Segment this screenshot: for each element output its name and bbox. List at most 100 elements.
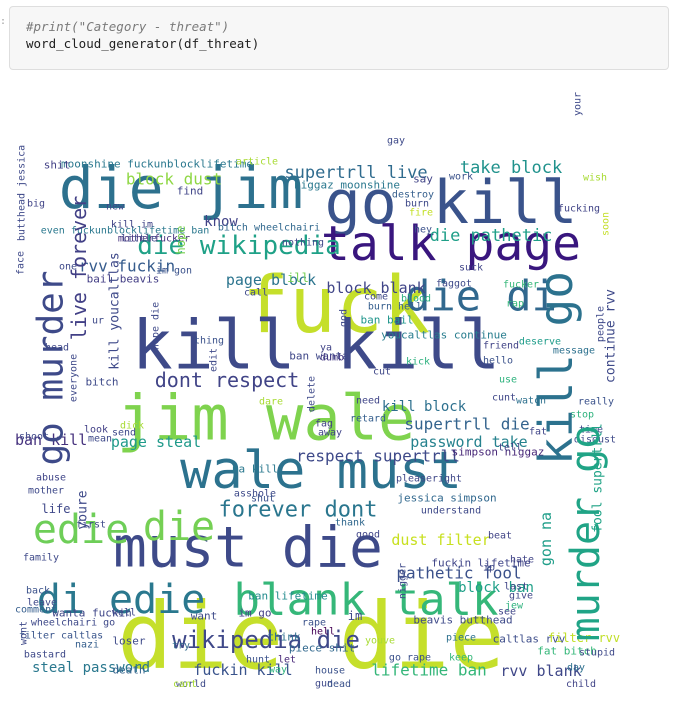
wordcloud-word: mother (28, 486, 64, 497)
wordcloud-word: comment (15, 605, 57, 616)
wordcloud-word: ban bail (361, 314, 414, 327)
wordcloud-word: soon (601, 212, 612, 236)
wordcloud-word: look (84, 425, 108, 436)
wordcloud-word: deserve (519, 337, 561, 348)
wordcloud-word: simpson niggaz (452, 446, 545, 459)
wordcloud-word: piece (446, 633, 476, 644)
wordcloud-word: want (191, 610, 218, 623)
wordcloud-word: your (573, 92, 584, 116)
wordcloud-word: asshole (234, 489, 276, 500)
wordcloud-word: faggot (436, 279, 472, 290)
wordcloud-word: im gon (156, 266, 192, 277)
wordcloud-word: forever dont (219, 498, 378, 523)
wordcloud-word: know (204, 214, 238, 230)
wordcloud-word: thank (335, 518, 365, 529)
wordcloud-word: jew (505, 601, 524, 612)
wordcloud-word: edie (33, 507, 129, 553)
wordcloud-word: child (566, 679, 596, 690)
wordcloud-word: youve (365, 636, 395, 647)
wordcloud-word: cunt (492, 393, 516, 404)
wordcloud-word: filter caltlas (19, 631, 103, 642)
wordcloud-word: way (269, 665, 287, 676)
wordcloud-word: time (579, 425, 603, 436)
code-call-line[interactable]: word_cloud_generator(df_threat) (26, 36, 260, 51)
wordcloud-word: bitch (85, 376, 118, 389)
cell-prompt: : (0, 6, 8, 70)
wordcloud-word: retard (350, 414, 386, 425)
wordcloud-word: hell (311, 627, 335, 638)
wordcloud-word: burn (405, 199, 429, 210)
wordcloud-word: hope (174, 226, 188, 255)
wordcloud-word: hate (510, 555, 534, 566)
wordcloud-word: fag (315, 419, 333, 430)
wordcloud-word: jim wale (117, 382, 416, 455)
wordcloud-word: watch (516, 396, 546, 407)
wordcloud-word: keep (449, 653, 473, 664)
wordcloud-word: fucking (558, 204, 600, 215)
wordcloud-word: shoot (19, 432, 49, 443)
wordcloud-word: mean (88, 434, 112, 445)
wordcloud-word: kick (406, 357, 430, 368)
wordcloud-word: give (509, 591, 533, 602)
wordcloud-word: piece shit (289, 642, 355, 655)
wordcloud-word: one (59, 262, 77, 273)
wordcloud-word: life (42, 502, 71, 516)
wordcloud-word: call (244, 288, 268, 299)
wordcloud-word: dick (120, 421, 144, 432)
wordcloud-word: murder go (563, 425, 609, 642)
wordcloud-word: day (567, 663, 585, 674)
wordcloud-word: burn hell (368, 302, 422, 313)
wordcloud-word: hope die (151, 302, 162, 350)
wordcloud-word: gay (387, 136, 405, 147)
wordcloud-word: stop (570, 410, 594, 421)
wordcloud-word: lifetime ban (371, 661, 487, 680)
wordcloud-word: go kill (325, 168, 578, 238)
wordcloud-word: back (26, 586, 50, 597)
wordcloud-word: bail beavis (87, 273, 160, 286)
wordcloud-word: big (27, 199, 45, 210)
wordcloud-word: must die (113, 516, 383, 581)
code-comment-line[interactable]: #print("Category - threat") (26, 19, 230, 34)
wordcloud-word: shut (251, 494, 275, 505)
wordcloud-word: face (16, 251, 27, 275)
wordcloud-word: butthead jessica (17, 145, 28, 241)
wordcloud-word: live forever (67, 196, 91, 341)
wordcloud-word: block dust (126, 170, 222, 189)
wordcloud-word: friend (483, 341, 519, 352)
wordcloud-word: say (413, 173, 433, 186)
wordcloud-word: kill kill (132, 307, 500, 386)
wordcloud-word: disgust (574, 435, 616, 446)
wordcloud-word: respect supertrll (296, 447, 460, 466)
wordcloud-word: niggaz moonshine (294, 179, 400, 192)
code-cell-input[interactable]: #print("Category - threat") word_cloud_g… (9, 6, 669, 70)
wordcloud-word: use (499, 375, 517, 386)
wordcloud-word: fat (529, 427, 547, 438)
wordcloud-word: even fuckunblocklifetime ban (41, 226, 210, 237)
wordcloud-word: hello (483, 356, 513, 367)
wordcloud-word: rvv fuckin (79, 257, 175, 276)
wordcloud-word: ban lifetime (248, 590, 327, 603)
wordcloud-word: die pathetic (430, 226, 553, 246)
wordcloud-word: shit (44, 159, 71, 172)
wordcloud-word: youcaltlas continue (381, 329, 507, 342)
wordcloud-word: take block (460, 158, 562, 178)
wordcloud-word: die die (117, 583, 505, 690)
wordcloud-word: ya (320, 343, 332, 354)
wordcloud-word: work (449, 172, 473, 183)
wordcloud-word: little (121, 234, 157, 245)
wordcloud-word: tell (498, 443, 522, 454)
wordcloud-word: cut (373, 367, 391, 378)
wordcloud-word: wish (583, 173, 607, 184)
wordcloud-word: rvv blank (500, 662, 581, 680)
wordcloud-word: wale must (180, 441, 462, 501)
wordcloud-word: kill youcaltlas (108, 252, 123, 369)
wordcloud-word: away (318, 428, 342, 439)
wordcloud-word: page block (226, 271, 316, 289)
wordcloud-word: beavis butthead (413, 614, 512, 627)
wordcloud-word: gun (315, 679, 333, 690)
cell-prompt-marker: : (0, 16, 7, 27)
wordcloud-word: block ban (458, 580, 534, 596)
wordcloud-word: family (23, 553, 59, 564)
wordcloud-word: edit (209, 348, 220, 372)
wordcloud-word: everyone (69, 354, 80, 402)
